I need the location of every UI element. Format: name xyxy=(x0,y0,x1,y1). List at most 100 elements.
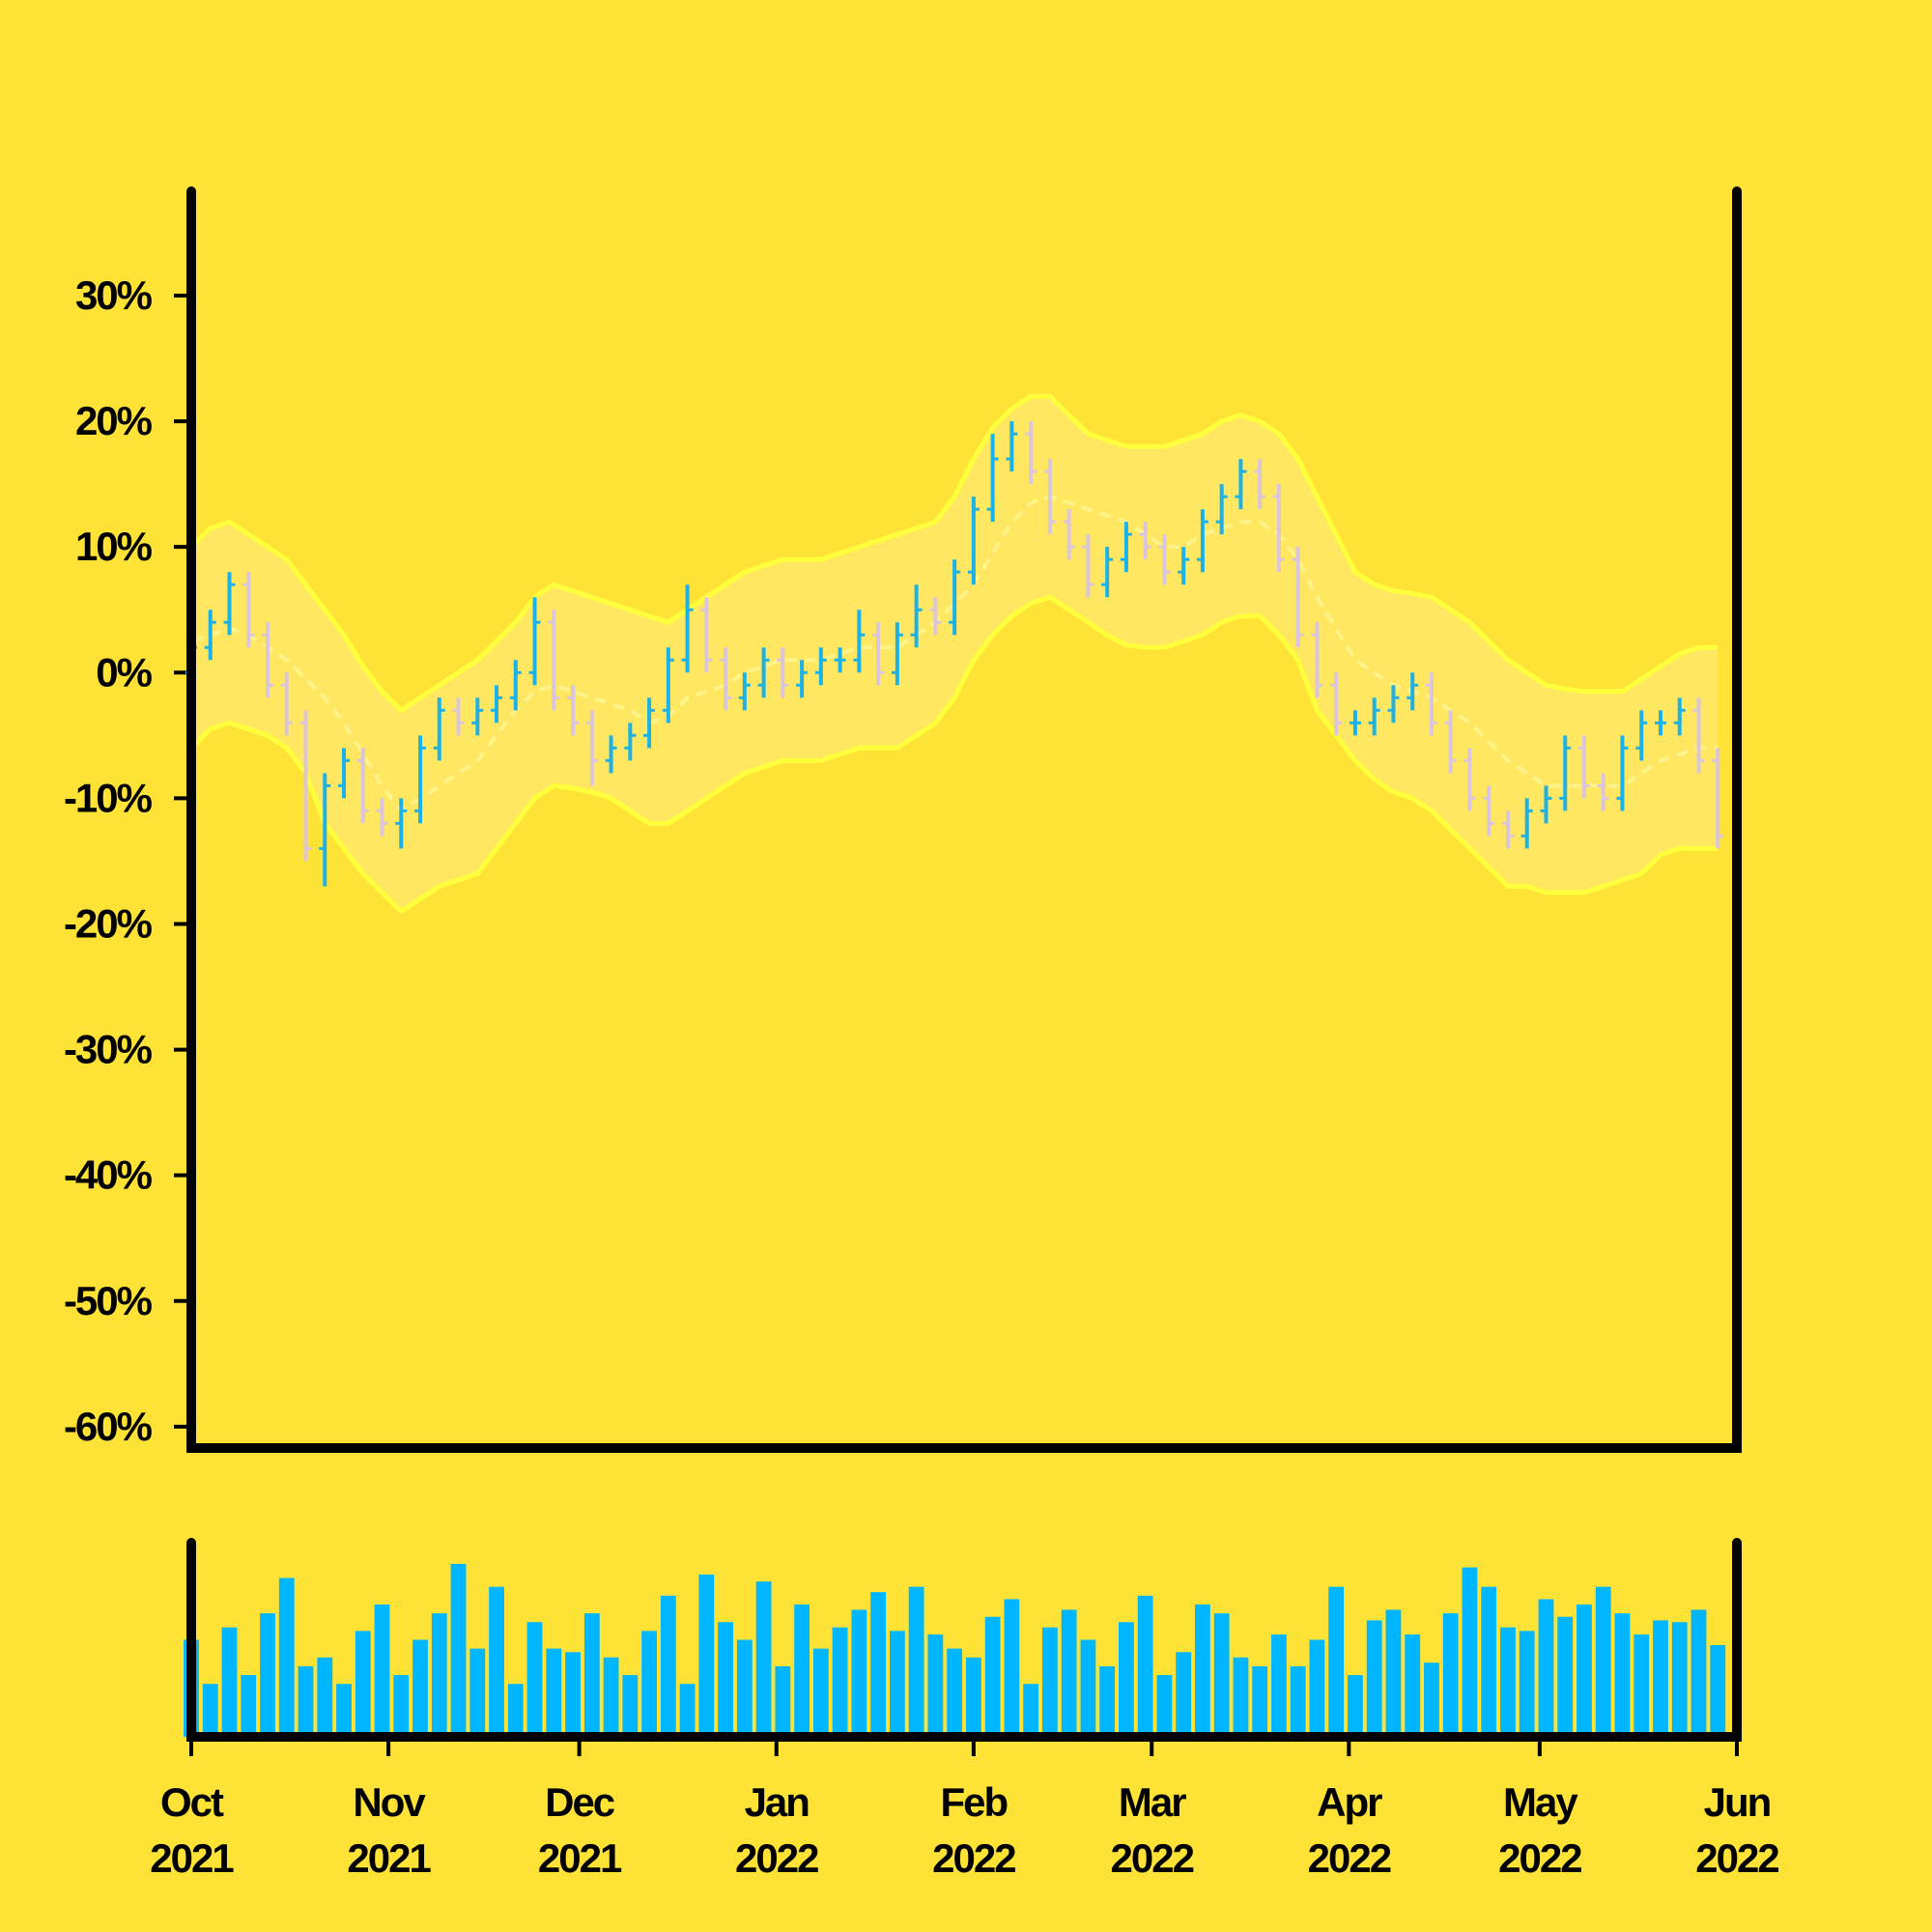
volume-bar xyxy=(450,1563,467,1737)
volume-bar xyxy=(565,1652,581,1737)
ohlc-bar xyxy=(624,723,637,761)
ohlc-bar xyxy=(777,647,789,698)
ohlc-bar xyxy=(1483,785,1495,837)
ohlc-bar xyxy=(1559,735,1572,811)
ohlc-bar xyxy=(1025,421,1037,485)
x-tick-label: May 2022 xyxy=(1498,1779,1581,1881)
ohlc-bar xyxy=(1444,710,1457,774)
volume-bar xyxy=(1061,1609,1077,1737)
volume-bar xyxy=(1252,1665,1268,1737)
x-tick-label: Mar 2022 xyxy=(1111,1779,1194,1881)
volume-bar xyxy=(660,1595,676,1737)
volume-bar xyxy=(412,1639,428,1737)
volume-bar xyxy=(947,1648,963,1737)
ohlc-bar xyxy=(1006,421,1018,472)
volume-bar xyxy=(1614,1613,1631,1737)
ohlc-bar xyxy=(700,597,713,673)
volume-bar xyxy=(221,1627,238,1737)
volume-bar xyxy=(298,1665,314,1737)
volume-bar xyxy=(1309,1639,1325,1737)
volume-bar xyxy=(1595,1586,1611,1737)
volume-bar xyxy=(507,1684,524,1737)
ohlc-bar xyxy=(1139,522,1151,560)
volume-bar xyxy=(393,1675,410,1737)
ohlc-bar xyxy=(872,622,885,686)
x-tick-label-line: 2021 xyxy=(150,1835,234,1881)
ohlc-bar xyxy=(567,685,580,736)
volume-bar xyxy=(1577,1604,1592,1737)
volume-bar xyxy=(1538,1599,1554,1737)
volume-bar xyxy=(1023,1684,1039,1737)
x-tick-label: Jan 2022 xyxy=(735,1779,818,1881)
x-tick-label-line: May xyxy=(1503,1779,1578,1825)
volume-bar xyxy=(965,1657,981,1737)
ohlc-bar xyxy=(242,572,255,648)
x-tick-label: Oct 2021 xyxy=(150,1779,234,1881)
ohlc-bar xyxy=(1235,459,1247,510)
volume-axes xyxy=(186,1538,1742,1742)
ohlc-bar xyxy=(1063,509,1075,560)
volume-bar xyxy=(1119,1622,1134,1737)
volume-bar xyxy=(698,1574,715,1737)
band-upper xyxy=(189,393,1719,714)
ohlc-bar xyxy=(395,798,408,849)
y-tick-label: 10% xyxy=(75,524,153,569)
band-lower xyxy=(189,594,1719,915)
x-tick-label-line: 2021 xyxy=(347,1835,431,1881)
x-tick-label-line: 2022 xyxy=(1695,1835,1778,1881)
x-tick-label-line: Mar xyxy=(1119,1779,1186,1825)
volume-bar xyxy=(775,1665,791,1737)
ohlc-bar xyxy=(509,660,522,711)
volume-bar xyxy=(526,1622,543,1737)
ohlc-bar xyxy=(528,597,541,686)
y-tick-label: -50% xyxy=(64,1278,153,1323)
ohlc-bar xyxy=(643,697,656,749)
volume-bar xyxy=(908,1586,924,1737)
volume-bar xyxy=(1156,1675,1173,1737)
ohlc-bar xyxy=(1635,710,1648,761)
y-tick-label: -10% xyxy=(64,775,153,820)
ohlc-bar xyxy=(1463,748,1476,811)
ohlc-bar xyxy=(452,697,465,736)
ohlc-bar xyxy=(1520,798,1533,849)
ohlc-bar xyxy=(1101,547,1114,598)
ohlc-bar xyxy=(471,697,484,736)
volume-bar xyxy=(317,1657,333,1737)
volume-bar xyxy=(755,1581,772,1737)
volume-bar xyxy=(1348,1675,1363,1737)
volume-bar xyxy=(489,1586,504,1737)
volume-bar xyxy=(984,1616,1001,1737)
volume-bar xyxy=(1442,1613,1459,1737)
ohlc-bar xyxy=(204,610,216,661)
ohlc-bar xyxy=(1215,484,1228,535)
volume-bar xyxy=(1481,1586,1497,1737)
x-tick-label-line: Jan xyxy=(745,1779,810,1825)
volume-bar xyxy=(1004,1599,1020,1737)
volume-bar xyxy=(583,1613,600,1737)
volume-bar xyxy=(1233,1657,1249,1737)
ohlc-bar xyxy=(910,584,923,648)
x-tick-label: Apr 2022 xyxy=(1308,1779,1391,1881)
x-tick-label-line: Nov xyxy=(353,1779,426,1825)
ohlc-bar xyxy=(433,697,445,761)
volume-bar xyxy=(1366,1620,1382,1737)
ohlc-bar xyxy=(986,434,999,523)
ohlc-bar xyxy=(681,584,694,673)
ohlc-bar xyxy=(1540,785,1552,824)
volume-bar xyxy=(546,1648,562,1737)
ohlc-bar xyxy=(280,672,293,736)
ohlc-bar xyxy=(1387,685,1400,724)
ohlc-bar xyxy=(1292,547,1304,648)
ohlc-bar xyxy=(1311,622,1323,698)
volume-bar xyxy=(1634,1634,1650,1737)
volume-bar xyxy=(870,1592,887,1737)
y-tick-label: -30% xyxy=(64,1027,153,1072)
volume-bar xyxy=(1557,1616,1574,1737)
ohlc-bar xyxy=(262,622,274,698)
x-tick-label: Nov 2021 xyxy=(347,1779,431,1881)
volume-bar xyxy=(641,1631,657,1737)
ohlc-bar xyxy=(1616,735,1629,811)
x-tick-label: Feb 2022 xyxy=(932,1779,1015,1881)
ohlc-bar xyxy=(1501,810,1514,849)
volume-bar xyxy=(202,1684,218,1737)
